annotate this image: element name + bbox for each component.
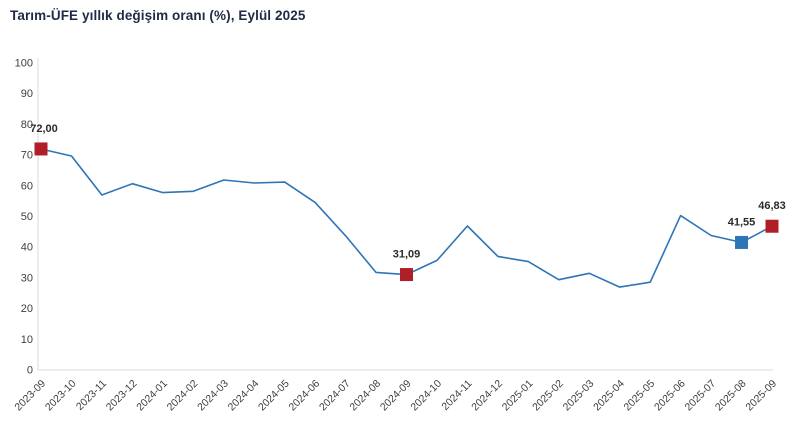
x-tick-label: 2024-09 xyxy=(378,378,414,414)
x-tick-label: 2025-07 xyxy=(682,378,718,414)
data-point-value-label: 72,00 xyxy=(30,123,58,135)
x-tick-label: 2023-11 xyxy=(74,378,109,413)
x-tick-label: 2024-05 xyxy=(256,378,292,414)
y-tick-label: 90 xyxy=(21,88,33,100)
x-tick-label: 2024-11 xyxy=(439,378,474,413)
x-tick-label: 2025-03 xyxy=(561,378,597,414)
x-tick-label: 2024-06 xyxy=(287,378,323,414)
y-tick-label: 80 xyxy=(21,119,33,131)
data-point-value-label: 41,55 xyxy=(728,216,756,228)
y-tick-label: 100 xyxy=(15,58,33,70)
y-tick-label: 30 xyxy=(21,272,33,284)
x-tick-label: 2025-02 xyxy=(530,378,566,414)
x-tick-label: 2025-08 xyxy=(713,378,749,414)
x-tick-label: 2024-07 xyxy=(317,378,353,414)
x-tick-label: 2025-01 xyxy=(500,378,536,414)
y-tick-label: 20 xyxy=(21,303,33,315)
y-tick-label: 0 xyxy=(27,365,33,377)
x-tick-label: 2024-04 xyxy=(226,378,262,414)
x-tick-label: 2025-04 xyxy=(591,378,627,414)
x-tick-label: 2023-12 xyxy=(104,378,140,414)
x-tick-label: 2025-09 xyxy=(743,378,779,414)
x-tick-label: 2024-10 xyxy=(408,378,444,414)
series-line xyxy=(40,148,773,288)
y-tick-label: 60 xyxy=(21,180,33,192)
y-tick-label: 40 xyxy=(21,242,33,254)
x-tick-label: 2025-06 xyxy=(652,378,688,414)
data-point-marker[interactable] xyxy=(735,235,749,249)
y-tick-label: 10 xyxy=(21,334,33,346)
x-tick-label: 2024-08 xyxy=(347,378,383,414)
chart-title: Tarım-ÜFE yıllık değişim oranı (%), Eylü… xyxy=(10,8,306,23)
data-point-marker[interactable] xyxy=(765,219,779,233)
y-tick-label: 50 xyxy=(21,211,33,223)
x-tick-label: 2024-03 xyxy=(195,378,231,414)
x-tick-label: 2024-12 xyxy=(469,378,505,414)
data-point-value-label: 46,83 xyxy=(758,200,786,212)
x-tick-label: 2023-10 xyxy=(43,378,79,414)
data-point-marker[interactable] xyxy=(34,142,48,156)
x-tick-label: 2024-02 xyxy=(165,378,201,414)
data-point-value-label: 31,09 xyxy=(393,249,421,261)
x-tick-label: 2023-09 xyxy=(12,378,48,414)
data-point-marker[interactable] xyxy=(400,268,413,282)
y-tick-label: 70 xyxy=(21,150,33,162)
x-tick-label: 2025-05 xyxy=(622,378,658,414)
x-tick-label: 2024-01 xyxy=(134,378,170,414)
